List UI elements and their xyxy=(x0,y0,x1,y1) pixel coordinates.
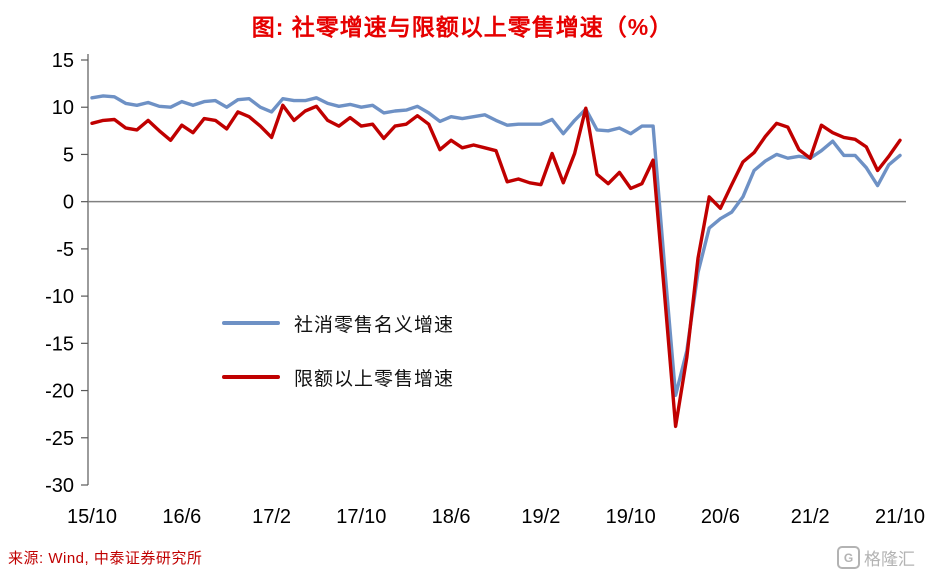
legend-label-total-retail: 社消零售名义增速 xyxy=(294,314,455,336)
legend-item-total-retail: 社消零售名义增速 xyxy=(222,306,454,340)
x-tick-label: 19/10 xyxy=(606,506,656,528)
chart-title: 图: 社零增速与限额以上零售增速（%） xyxy=(251,14,674,40)
y-tick-label: -30 xyxy=(45,475,74,497)
y-tick-label: -25 xyxy=(45,428,74,450)
source-note: 来源: Wind, 中泰证券研究所 xyxy=(8,550,203,567)
legend-item-above-quota-retail: 限额以上零售增速 xyxy=(222,360,454,394)
y-tick-label: 10 xyxy=(52,97,74,119)
x-tick-label: 21/10 xyxy=(875,506,925,528)
x-tick-label: 15/10 xyxy=(67,506,117,528)
y-tick-label: 15 xyxy=(52,50,74,72)
y-tick-label: 5 xyxy=(63,144,74,166)
y-tick-label: -5 xyxy=(56,239,74,261)
legend-label-above-quota-retail: 限额以上零售增速 xyxy=(294,368,455,390)
x-tick-label: 17/2 xyxy=(252,506,291,528)
legend: 社消零售名义增速 限额以上零售增速 xyxy=(222,306,454,414)
x-tick-label: 21/2 xyxy=(791,506,830,528)
series-line-0 xyxy=(90,94,902,397)
legend-line-blue xyxy=(222,321,280,325)
series-line-1 xyxy=(90,103,902,429)
x-tick-label: 17/10 xyxy=(336,506,386,528)
y-tick-label: -10 xyxy=(45,286,74,308)
x-tick-label: 20/6 xyxy=(701,506,740,528)
y-tick-label: -20 xyxy=(45,381,74,403)
watermark-text: 格隆汇 xyxy=(864,550,915,569)
legend-line-red xyxy=(222,375,280,379)
x-tick-label: 18/6 xyxy=(432,506,471,528)
watermark: G 格隆汇 xyxy=(837,545,915,570)
y-tick-label: 0 xyxy=(63,192,74,214)
x-tick-label: 16/6 xyxy=(162,506,201,528)
gelonghui-logo-icon: G xyxy=(837,546,860,569)
y-tick-label: -15 xyxy=(45,333,74,355)
x-tick-label: 19/2 xyxy=(521,506,560,528)
